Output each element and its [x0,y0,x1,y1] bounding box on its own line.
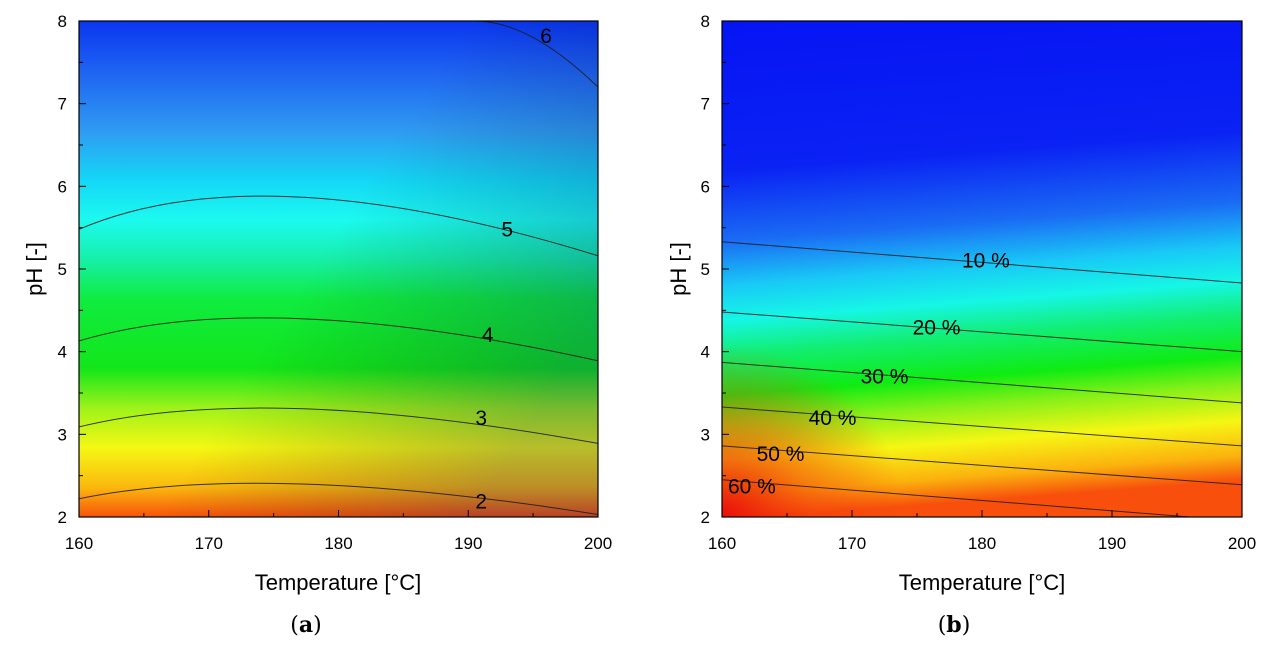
panel-a-ytick-label-2: 4 [58,343,67,362]
panel-a-ytick-label-4: 6 [58,177,67,196]
panel-b-ylabel: pH [-] [666,242,691,296]
panel-b-contour-1 [722,311,1242,353]
panel-a: 2 3 4 5 6 160 170 180 190 200 2 3 4 5 6 7 8 Temperature… [22,12,612,638]
panel-b-ytick-label-4: 6 [701,177,710,196]
panel-a-xtick-label-1: 170 [195,534,223,553]
panel-b: 10 % 20 % 30 %40 %50 % 60 % 160 170 180 190 200… [666,12,1256,638]
panel-b-contour-label-3: 40 % [809,407,857,430]
panel-a-xtick-label-0: 160 [65,534,93,553]
panel-a-xtick-label-2: 180 [324,534,352,553]
panel-b-contour-3 [722,406,1242,447]
panel-a-contour-label-2: 4 [482,324,494,347]
panel-b-contour-label-1: 20 % [913,317,961,340]
panel-a-contour-0 [79,482,598,516]
panel-b-contour-label-0: 10 % [962,250,1010,273]
panel-a-ytick-label-5: 7 [58,95,67,114]
panel-b-xtick-label-0: 160 [708,534,736,553]
panel-b-label: (b) [938,612,971,638]
panel-a-contour-label-0: 2 [475,490,487,513]
panel-b-xlabel: Temperature [°C] [899,570,1066,595]
panel-a-ylabel: pH [-] [22,242,47,296]
panel-a-contour-2 [79,317,598,362]
panel-a-ytick-label-6: 8 [58,12,67,31]
panel-a-ytick-label-3: 5 [58,260,67,279]
panel-a-contours: 2 3 4 5 6 [79,21,598,516]
panel-a-contour-label-1: 3 [475,407,487,430]
panel-b-contour-2 [722,361,1242,404]
panel-a-xlabel: Temperature [°C] [255,570,422,595]
panel-b-contour-label-4: 50 % [757,443,805,466]
panel-a-ytick-label-0: 2 [58,508,67,527]
panel-a-field-shade [79,21,598,517]
panel-a-axes: 160 170 180 190 200 2 3 4 5 6 7 8 [58,12,613,553]
panel-b-xtick-label-4: 200 [1228,534,1256,553]
panel-b-ytick-label-5: 7 [701,95,710,114]
panel-a-contour-label-3: 5 [501,218,513,241]
panel-b-xtick-label-3: 190 [1098,534,1126,553]
panel-a-xtick-label-3: 190 [454,534,482,553]
panel-b-axes: 160 170 180 190 200 2 3 4 5 6 7 8 [701,12,1257,553]
panel-b-contour-label-2: 30 % [861,365,909,388]
panel-a-contour-label-4: 6 [540,25,552,48]
panel-b-contour-label-5: 60 % [728,475,776,498]
panel-b-contours: 10 % 20 % 30 %40 %50 % 60 % [722,241,1242,517]
panel-b-contour-4 [722,445,1242,486]
panel-a-xtick-label-4: 200 [584,534,612,553]
panel-a-ytick-label-1: 3 [58,425,67,444]
panel-b-ytick-label-2: 4 [701,343,710,362]
panel-b-ytick-label-1: 3 [701,425,710,444]
panel-b-xtick-label-2: 180 [968,534,996,553]
panel-a-contour-1 [79,407,598,444]
panel-a-contour-4 [474,21,598,88]
panel-b-ytick-label-3: 5 [701,260,710,279]
panel-b-contour-0 [722,241,1242,284]
panel-b-ytick-label-6: 8 [701,12,710,31]
panel-b-ytick-label-0: 2 [701,508,710,527]
panel-a-label: (a) [290,612,321,638]
panel-b-xtick-label-1: 170 [838,534,866,553]
panel-b-field-corner [722,21,1242,517]
panel-a-contour-3 [79,195,598,257]
